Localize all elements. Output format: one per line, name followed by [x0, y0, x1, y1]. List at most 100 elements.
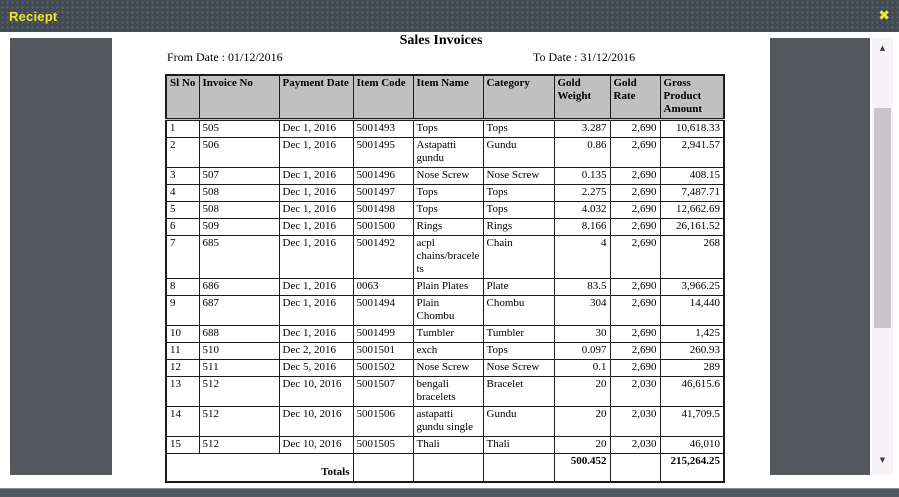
table-cell: 0.86 [553, 137, 611, 168]
window-bottom-edge [0, 488, 899, 497]
table-cell: 686 [198, 278, 280, 296]
window-titlebar: Reciept ✖ [0, 0, 899, 32]
table-cell: Tops [482, 184, 555, 202]
table-cell: 26,161.52 [659, 218, 725, 236]
table-cell: 2,690 [609, 201, 661, 219]
table-cell: 7 [165, 235, 200, 279]
table-cell: 5001505 [352, 436, 414, 454]
scrollbar-thumb[interactable] [874, 108, 891, 328]
table-cell: 5001499 [352, 325, 414, 343]
scroll-down-icon[interactable]: ▼ [879, 456, 886, 464]
totals-label: Totals [165, 453, 354, 482]
table-cell: 4.032 [553, 201, 611, 219]
table-cell: 685 [198, 235, 280, 279]
column-header: Gross Product Amount [659, 74, 725, 121]
table-cell: Gundu [482, 406, 555, 437]
table-row: 12 511 Dec 5, 2016 5001502 Nose Screw Nose Sc… [165, 359, 725, 377]
table-cell: 3,966.25 [659, 278, 725, 296]
table-cell: 2,030 [609, 376, 661, 407]
table-cell: 13 [165, 376, 200, 407]
table-cell: Chain [482, 235, 555, 279]
table-row: 9 687 Dec 1, 2016 5001494 Plain Chombu Chombu… [165, 295, 725, 326]
table-cell: 5001507 [352, 376, 414, 407]
table-row: 6 509 Dec 1, 2016 5001500 Rings Rings 8.166 2,6… [165, 218, 725, 236]
table-cell: 510 [198, 342, 280, 360]
table-cell: 8 [165, 278, 200, 296]
table-cell: 289 [659, 359, 725, 377]
table-cell: 687 [198, 295, 280, 326]
table-row: 5 508 Dec 1, 2016 5001498 Tops Tops 4.032 2,690… [165, 201, 725, 219]
table-cell: 15 [165, 436, 200, 454]
table-cell: Thali [482, 436, 555, 454]
table-cell: acpl chains/bracelets [412, 235, 484, 279]
column-header: Invoice No [198, 74, 280, 121]
table-cell: bengali bracelets [412, 376, 484, 407]
table-cell: Thali [412, 436, 484, 454]
table-cell: Dec 1, 2016 [278, 235, 354, 279]
table-cell: 260.93 [659, 342, 725, 360]
table-cell: Chombu [482, 295, 555, 326]
table-cell: Dec 10, 2016 [278, 436, 354, 454]
table-cell: 7,487.71 [659, 184, 725, 202]
table-cell: 2,690 [609, 235, 661, 279]
table-cell: Tops [482, 119, 555, 138]
table-header-row: Sl No Invoice No Payment Date Item Code Item… [165, 74, 725, 121]
table-cell: 20 [553, 406, 611, 437]
column-header: Item Code [352, 74, 414, 121]
column-header: Gold Rate [609, 74, 661, 121]
table-cell: 2,690 [609, 184, 661, 202]
table-cell: 506 [198, 137, 280, 168]
table-cell: Tumbler [482, 325, 555, 343]
table-cell: Dec 1, 2016 [278, 119, 354, 138]
table-cell: 268 [659, 235, 725, 279]
table-cell: 2 [165, 137, 200, 168]
table-cell: 408.15 [659, 167, 725, 185]
table-cell: Dec 10, 2016 [278, 406, 354, 437]
table-cell: Tops [412, 184, 484, 202]
table-cell: 5001494 [352, 295, 414, 326]
table-row: 8 686 Dec 1, 2016 0063 Plain Plates Plate 83.5… [165, 278, 725, 296]
table-cell: 8.166 [553, 218, 611, 236]
table-cell: 2,941.57 [659, 137, 725, 168]
table-cell: Nose Screw [412, 359, 484, 377]
table-cell: Tops [412, 119, 484, 138]
table-cell: 505 [198, 119, 280, 138]
table-cell: Dec 10, 2016 [278, 376, 354, 407]
table-cell: 20 [553, 376, 611, 407]
scroll-up-icon[interactable]: ▲ [879, 44, 886, 52]
table-cell: 0.135 [553, 167, 611, 185]
table-cell: Nose Screw [482, 359, 555, 377]
table-cell: 507 [198, 167, 280, 185]
table-cell: 11 [165, 342, 200, 360]
table-cell: 2,690 [609, 278, 661, 296]
table-cell: Tops [482, 201, 555, 219]
table-cell: 5001496 [352, 167, 414, 185]
table-cell: Nose Screw [482, 167, 555, 185]
table-cell: 2,690 [609, 295, 661, 326]
table-cell: Dec 5, 2016 [278, 359, 354, 377]
table-cell: 5001497 [352, 184, 414, 202]
table-row: 7 685 Dec 1, 2016 5001492 acpl chains/bracel… [165, 235, 725, 279]
table-cell: 2,690 [609, 137, 661, 168]
table-cell: 2,030 [609, 406, 661, 437]
table-row: 10 688 Dec 1, 2016 5001499 Tumbler Tumbler 30 2… [165, 325, 725, 343]
table-cell: 14,440 [659, 295, 725, 326]
table-cell: 46,010 [659, 436, 725, 454]
vertical-scrollbar[interactable]: ▲ ▼ [872, 38, 893, 475]
table-cell: 511 [198, 359, 280, 377]
table-cell: 3 [165, 167, 200, 185]
window-title: Reciept [9, 8, 58, 24]
table-row: 4 508 Dec 1, 2016 5001497 Tops Tops 2.275 2,690… [165, 184, 725, 202]
table-cell: Bracelet [482, 376, 555, 407]
table-cell: 688 [198, 325, 280, 343]
close-icon[interactable]: ✖ [878, 8, 890, 24]
table-cell: 512 [198, 376, 280, 407]
table-cell: Plate [482, 278, 555, 296]
table-cell: 1 [165, 119, 200, 138]
table-row: 14 512 Dec 10, 2016 5001506 astapatti gundu … [165, 406, 725, 437]
table-cell: 12 [165, 359, 200, 377]
table-cell: 14 [165, 406, 200, 437]
table-cell: Dec 1, 2016 [278, 295, 354, 326]
table-cell: Tops [412, 201, 484, 219]
